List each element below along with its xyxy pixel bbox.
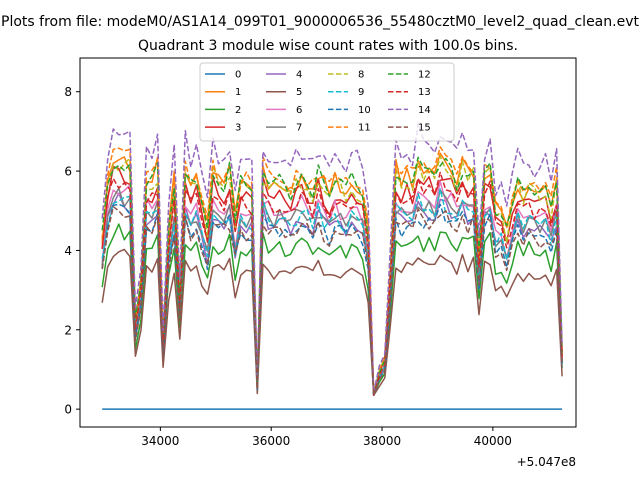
legend-label-3: 3 xyxy=(235,123,241,134)
series-line-14 xyxy=(101,122,563,394)
x-tick-label: 36000 xyxy=(252,434,290,448)
chart-title: Quadrant 3 module wise count rates with … xyxy=(138,38,518,54)
legend-label-12: 12 xyxy=(418,70,431,81)
ticks-layer: 34000 36000 38000 40000 0 2 4 6 8 xyxy=(64,85,512,448)
y-tick-label: 0 xyxy=(64,403,72,417)
x-tick-label: 38000 xyxy=(363,434,401,448)
legend-label-0: 0 xyxy=(235,70,241,81)
legend-label-11: 11 xyxy=(358,123,371,134)
series-line-5 xyxy=(101,248,563,397)
y-tick-label: 4 xyxy=(64,244,72,258)
series-line-10 xyxy=(101,203,563,397)
legend-label-5: 5 xyxy=(296,87,302,98)
x-axis-offset-label: +5.047e8 xyxy=(517,455,576,469)
series-layer xyxy=(101,122,563,410)
series-line-13 xyxy=(101,171,563,396)
legend-label-2: 2 xyxy=(235,105,241,116)
legend-label-14: 14 xyxy=(418,105,431,116)
legend-label-9: 9 xyxy=(358,87,364,98)
legend-box xyxy=(199,62,455,142)
legend-label-7: 7 xyxy=(296,123,302,134)
legend-label-6: 6 xyxy=(296,105,302,116)
x-tick-label: 40000 xyxy=(474,434,512,448)
legend-label-1: 1 xyxy=(235,87,241,98)
series-line-12 xyxy=(101,156,563,395)
x-tick-label: 34000 xyxy=(141,434,179,448)
legend-label-15: 15 xyxy=(418,123,431,134)
y-tick-label: 6 xyxy=(64,165,72,179)
y-tick-label: 2 xyxy=(64,323,72,337)
legend-label-4: 4 xyxy=(296,70,302,81)
figure-suptitle: Plots from file: modeM0/AS1A14_099T01_90… xyxy=(1,14,639,30)
series-line-15 xyxy=(101,205,563,397)
plot-frame xyxy=(79,57,577,428)
legend-label-13: 13 xyxy=(418,87,431,98)
legend-label-8: 8 xyxy=(358,70,364,81)
legend-label-10: 10 xyxy=(358,105,371,116)
y-tick-label: 8 xyxy=(64,85,72,99)
